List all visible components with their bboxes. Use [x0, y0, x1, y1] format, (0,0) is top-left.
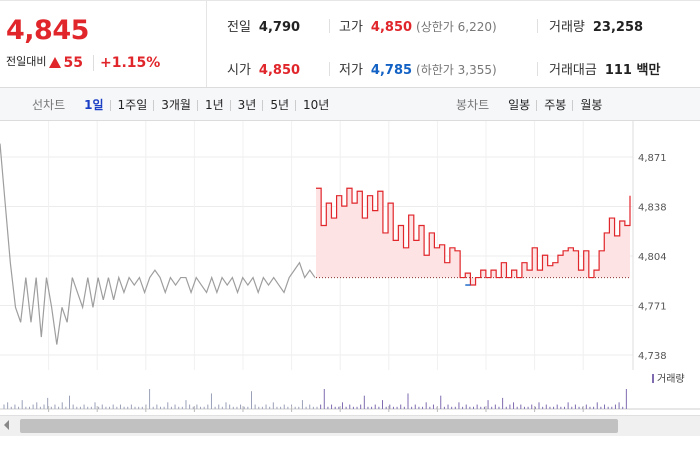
- change-percent: +1.15%: [92, 55, 161, 71]
- high-value: 4,850: [370, 20, 413, 35]
- line-chart-periods: 선차트 1일 1주일 3개월 1년 3년 5년 10년: [32, 96, 336, 113]
- period-10y[interactable]: 10년: [296, 98, 336, 112]
- y-tick-label: 4,838: [638, 203, 667, 214]
- info-divider: [537, 62, 538, 76]
- info-low: 저가 4,785 (하한가 3,355): [339, 63, 497, 78]
- price-chart-svg: 4,871 4,838 4,804 4,771 4,738: [0, 121, 667, 370]
- info-prev-close: 전일 4,790: [227, 20, 301, 35]
- period-1d[interactable]: 1일: [84, 98, 104, 112]
- volume-chart: 거래량: [0, 370, 700, 412]
- y-tick-label: 4,738: [638, 351, 667, 362]
- trade-value: 111 백만: [604, 63, 661, 78]
- y-tick-label: 4,804: [638, 252, 667, 263]
- period-3y[interactable]: 3년: [231, 98, 264, 112]
- today-area-fill: [316, 188, 630, 286]
- volume-legend-label: 거래량: [657, 373, 685, 385]
- today-series: [316, 187, 631, 286]
- candle-monthly[interactable]: 월봉: [573, 98, 609, 112]
- line-chart-label: 선차트: [32, 98, 66, 112]
- low-value: 4,785: [370, 63, 413, 78]
- price-chart: 4,871 4,838 4,804 4,771 4,738: [0, 121, 700, 370]
- y-tick-label: 4,771: [638, 302, 667, 313]
- change-amount: 55: [63, 55, 83, 71]
- scroll-thumb[interactable]: [20, 419, 618, 433]
- top-border: [0, 0, 700, 1]
- info-high: 고가 4,850 (상한가 6,220): [339, 20, 497, 35]
- horizontal-scrollbar[interactable]: [0, 415, 700, 436]
- period-1y[interactable]: 1년: [198, 98, 231, 112]
- upper-limit: (상한가 6,220): [416, 20, 497, 34]
- previous-day-series: [0, 143, 316, 345]
- up-triangle-icon: [49, 57, 62, 68]
- chart-toolbar: 선차트 1일 1주일 3개월 1년 3년 5년 10년 봉차트 일봉 주봉 월봉: [0, 88, 700, 121]
- info-trade-value: 거래대금 111 백만: [549, 63, 661, 78]
- candle-weekly[interactable]: 주봉: [537, 98, 573, 112]
- info-divider: [329, 62, 330, 76]
- current-price: 4,845: [6, 15, 89, 46]
- quote-summary: 4,845 전일대비 55 +1.15% 전일 4,790 고가 4,850 (상한가 6…: [0, 1, 700, 88]
- y-tick-label: 4,871: [638, 153, 667, 164]
- current-price-box: 4,845 전일대비 55 +1.15%: [0, 1, 207, 87]
- prev-close-value: 4,790: [258, 20, 301, 35]
- lower-limit: (하한가 3,355): [416, 63, 497, 77]
- info-open: 시가 4,850: [227, 63, 301, 78]
- period-3m[interactable]: 3개월: [154, 98, 198, 112]
- volume-legend-icon: [652, 374, 654, 383]
- period-1w[interactable]: 1주일: [111, 98, 155, 112]
- info-volume: 거래량 23,258: [549, 20, 644, 35]
- change-row: 전일대비 55 +1.15%: [6, 53, 161, 71]
- volume-chart-svg: 거래량: [0, 373, 700, 412]
- scroll-left-arrow-icon[interactable]: [4, 420, 9, 430]
- change-label: 전일대비: [6, 55, 47, 68]
- info-divider: [537, 19, 538, 33]
- info-divider: [329, 19, 330, 33]
- candle-daily[interactable]: 일봉: [508, 98, 531, 112]
- candle-chart-label: 봉차트: [456, 98, 490, 112]
- volume-value: 23,258: [592, 20, 644, 35]
- candle-chart-periods: 봉차트 일봉 주봉 월봉: [456, 96, 609, 113]
- quote-info-grid: 전일 4,790 고가 4,850 (상한가 6,220) 거래량 23,258 시가 4…: [207, 1, 700, 87]
- period-5y[interactable]: 5년: [263, 98, 296, 112]
- open-value: 4,850: [258, 63, 301, 78]
